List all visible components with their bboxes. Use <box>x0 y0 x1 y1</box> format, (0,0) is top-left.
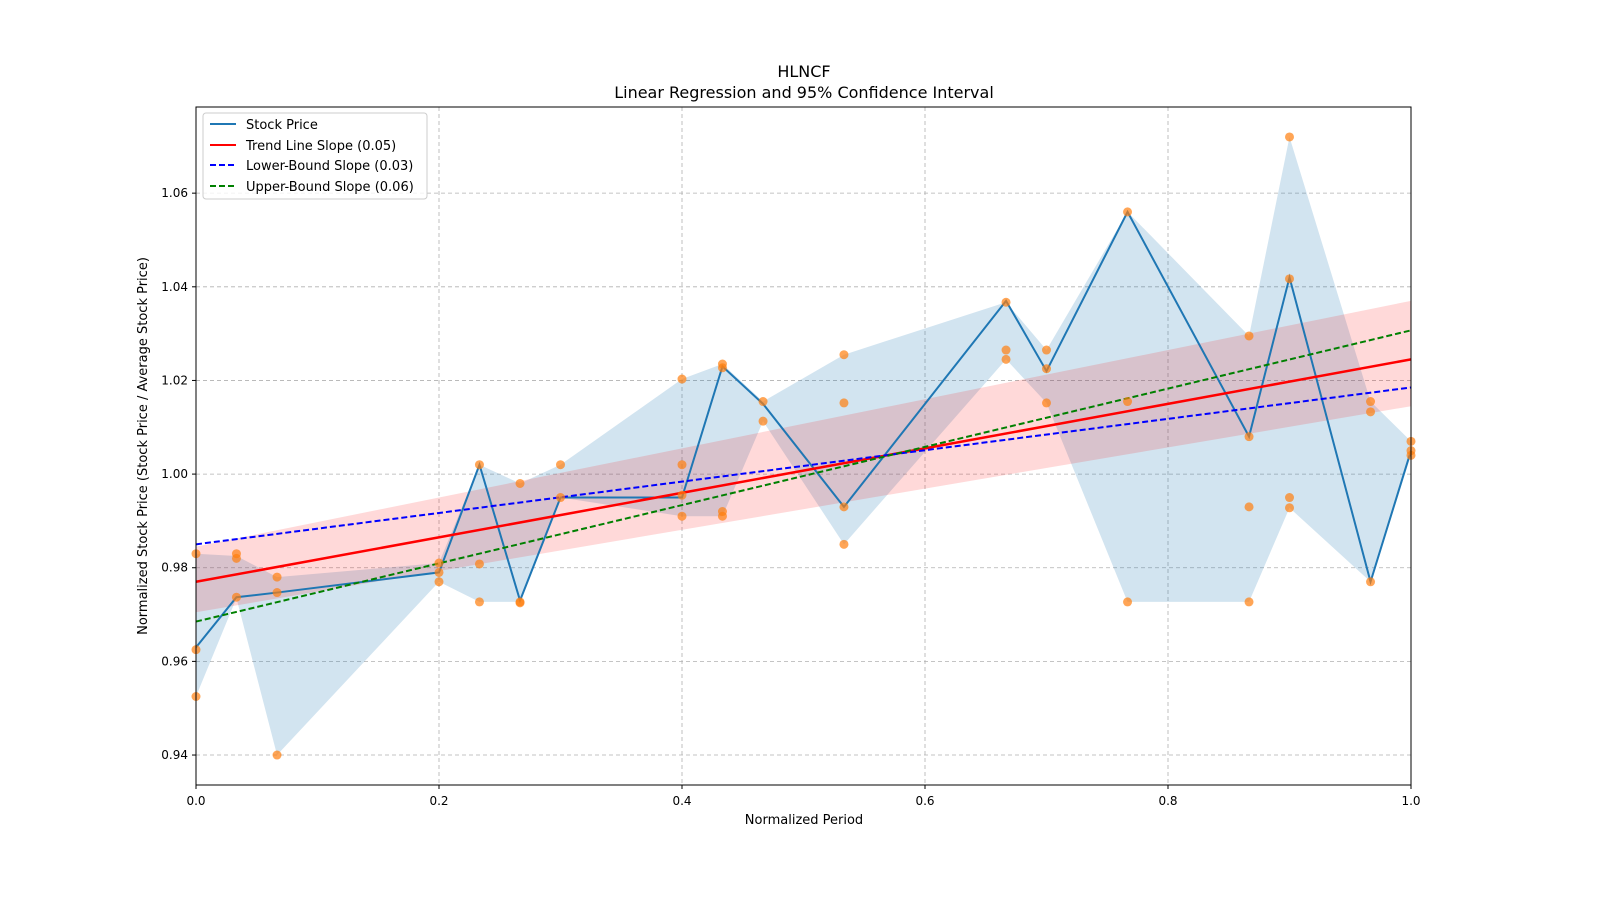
data-point <box>515 478 525 488</box>
y-tick-label: 0.96 <box>161 654 188 668</box>
data-point <box>1042 398 1051 408</box>
legend-label-upper: Upper-Bound Slope (0.06) <box>246 180 414 195</box>
data-point <box>677 511 687 521</box>
stock-price-line <box>195 209 1412 648</box>
data-point <box>1042 345 1051 355</box>
data-point <box>474 559 484 569</box>
data-point <box>272 588 282 598</box>
data-point <box>434 558 444 568</box>
data-point <box>1285 132 1294 142</box>
data-point <box>231 592 241 602</box>
data-point <box>1244 432 1254 442</box>
x-tick-label: 0.2 <box>429 794 448 808</box>
data-point <box>1244 331 1254 341</box>
data-point <box>717 511 727 521</box>
data-point <box>1001 297 1011 307</box>
chart-title: HLNCF <box>777 62 830 81</box>
data-point <box>839 398 849 408</box>
data-point <box>556 460 565 470</box>
x-axis-label: Normalized Period <box>745 813 863 828</box>
legend-label-trend: Trend Line Slope (0.05) <box>245 139 396 154</box>
data-point <box>1244 597 1254 607</box>
x-tick-label: 0.4 <box>672 794 691 808</box>
legend: Stock Price Trend Line Slope (0.05) Lowe… <box>202 112 428 200</box>
data-point <box>272 750 282 760</box>
data-point <box>434 567 444 577</box>
data-point <box>1123 397 1133 407</box>
legend-label-price: Stock Price <box>246 118 318 133</box>
data-point <box>1366 577 1376 587</box>
data-point <box>1285 274 1294 284</box>
data-point <box>1123 597 1133 607</box>
upper-bound-line <box>195 329 1412 623</box>
data-point <box>1285 493 1294 503</box>
data-point <box>1366 407 1376 417</box>
chart-subtitle: Linear Regression and 95% Confidence Int… <box>614 83 994 102</box>
y-tick-label: 1.02 <box>161 373 188 387</box>
data-point <box>677 460 687 470</box>
data-point <box>474 597 484 607</box>
legend-label-lower: Lower-Bound Slope (0.03) <box>246 159 413 174</box>
data-point <box>231 553 241 563</box>
x-tick-label: 1.0 <box>1401 794 1420 808</box>
data-point <box>677 490 687 500</box>
data-point <box>1244 502 1254 512</box>
y-tick-label: 1.00 <box>161 467 188 481</box>
data-point <box>758 397 768 407</box>
data-point <box>1001 354 1011 364</box>
data-point <box>717 363 727 373</box>
y-tick-label: 0.94 <box>161 748 188 762</box>
data-point <box>556 493 565 503</box>
x-tick-label: 0.6 <box>915 794 934 808</box>
data-point <box>839 539 849 549</box>
data-point <box>1123 207 1133 217</box>
data-point <box>1001 345 1011 355</box>
lower-bound-line <box>195 386 1412 546</box>
data-point <box>1285 503 1294 513</box>
data-point <box>434 577 444 587</box>
y-tick-label: 1.04 <box>161 280 188 294</box>
data-point <box>839 350 849 360</box>
data-point <box>272 572 282 582</box>
x-tick-label: 0.8 <box>1158 794 1177 808</box>
data-point <box>515 598 525 608</box>
y-tick-label: 0.98 <box>161 561 188 575</box>
data-point <box>839 502 849 512</box>
price-range-band <box>196 136 1411 756</box>
data-point <box>474 460 484 470</box>
y-tick-label: 1.06 <box>161 186 188 200</box>
x-tick-label: 0.0 <box>186 794 205 808</box>
data-point <box>758 416 768 426</box>
y-axis-label: Normalized Stock Price (Stock Price / Av… <box>136 257 151 635</box>
plot-frame <box>195 106 1412 786</box>
trend-line <box>195 358 1412 584</box>
data-point <box>1366 397 1376 407</box>
data-point <box>677 374 687 384</box>
data-point <box>1042 364 1051 374</box>
